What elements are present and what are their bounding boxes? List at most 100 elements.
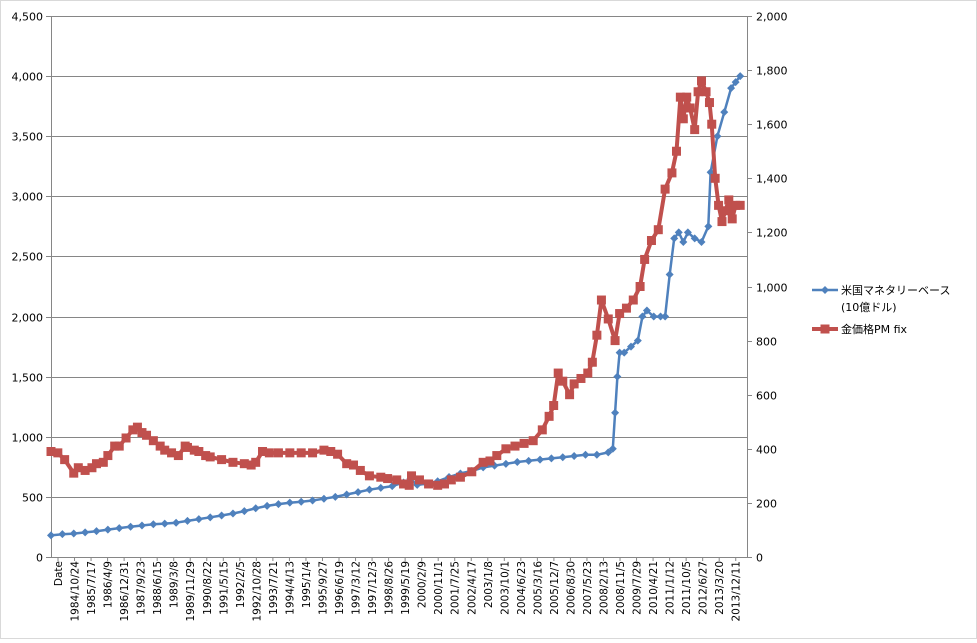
data-point-diamond [342,490,351,499]
data-point-diamond [592,450,601,459]
data-point-square [103,451,113,461]
series-layer [46,72,745,540]
data-point-square [558,376,568,386]
data-point-square [519,438,529,448]
x-tick-label: 2004/6/23 [516,561,528,615]
data-point-diamond [704,222,713,231]
y-right-tick-label: 1,200 [756,227,788,240]
data-point-square [414,475,424,485]
data-point-square [587,357,597,367]
data-point-square [455,472,465,482]
data-point-square [667,168,677,178]
data-point-diamond [228,509,237,518]
data-point-diamond [217,511,226,520]
data-point-diamond [670,234,679,243]
data-point-diamond [297,497,306,506]
x-tick-label: 2005/12/7 [549,561,561,615]
data-point-diamond [285,498,294,507]
x-tick-label: 1997/12/3 [367,561,379,615]
series-gold-price [46,76,745,490]
gridlines [51,16,747,558]
x-tick-label: 2002/4/17 [466,561,478,615]
data-point-square [569,379,579,389]
data-point-square [326,447,336,457]
data-point-square [690,125,700,135]
data-point-square [264,448,274,458]
data-point-square [727,214,737,224]
data-point-diamond [713,132,722,141]
data-point-square [349,460,359,470]
data-point-diamond [172,518,181,527]
data-point-square [697,76,707,86]
data-point-diamond [160,519,169,528]
data-point-square [646,236,656,246]
data-point-square [724,195,734,205]
data-point-square [678,114,688,124]
data-point-square [98,457,108,467]
x-tick-label: 2008/2/13 [598,561,610,615]
y-right-tick-label: 200 [756,498,777,511]
y-right-tick-label: 0 [756,552,763,565]
data-point-square [660,184,670,194]
data-point-square [407,471,417,481]
data-point-square [160,445,170,455]
data-point-square [653,225,663,235]
data-point-square [640,254,650,264]
data-point-square [148,436,158,446]
data-point-square [735,200,745,210]
data-point-square [173,451,183,461]
data-point-square [615,309,625,319]
data-point-diamond [251,504,260,513]
data-point-square [239,459,249,469]
x-tick-label: 2008/11/5 [615,561,627,615]
data-point-diamond [679,238,688,247]
data-point-square [342,459,352,469]
data-point-square [528,436,538,446]
x-tick-label: 2010/4/21 [648,561,660,615]
data-point-square [592,330,602,340]
x-tick-label: 1998/8/26 [384,561,396,615]
data-point-diamond [149,520,158,529]
data-point-square [467,467,477,477]
data-point-square [685,103,695,113]
data-point-square [110,441,120,451]
y-left-tick-label: 2,000 [12,312,44,325]
x-tick-label: 1989/11/29 [185,561,197,622]
data-point-diamond [274,500,283,509]
x-tick-label: 1992/2/5 [235,561,247,608]
data-point-square [228,457,238,467]
x-tick-label: 1986/12/31 [119,561,131,622]
data-point-square [137,428,147,438]
data-point-square [628,295,638,305]
x-tick-label: 1986/4/9 [103,561,115,608]
x-tick-label: 2006/8/30 [565,561,577,615]
data-point-square [603,314,613,324]
data-point-square [478,457,488,467]
data-point-diamond [633,336,642,345]
data-point-square [142,430,152,440]
data-point-diamond [183,516,192,525]
y-left-tick-label: 3,000 [12,191,44,204]
x-tick-label: 1994/4/13 [284,561,296,615]
data-point-diamond [558,453,567,462]
data-point-diamond [47,531,55,540]
data-point-square [121,433,131,443]
data-point-square [319,445,329,455]
data-point-square [167,448,177,458]
data-point-square [91,459,101,469]
data-point-square [701,87,711,97]
legend-label-monetary-base-unit: (10億ドル) [841,301,897,314]
data-point-square [189,445,199,455]
data-point-diamond [642,306,651,315]
y-left-tick-label: 4,500 [12,11,44,24]
data-point-square [635,282,645,291]
data-point-square [731,200,741,210]
data-point-square [69,468,79,478]
data-point-diamond [536,455,545,464]
y-right-tick-label: 1,000 [756,282,788,295]
data-point-square [583,368,593,378]
legend-label-monetary-base: 米国マネタリーベース [841,284,950,297]
data-point-square [114,441,124,451]
data-point-square [404,480,414,490]
data-point-diamond [103,525,112,534]
